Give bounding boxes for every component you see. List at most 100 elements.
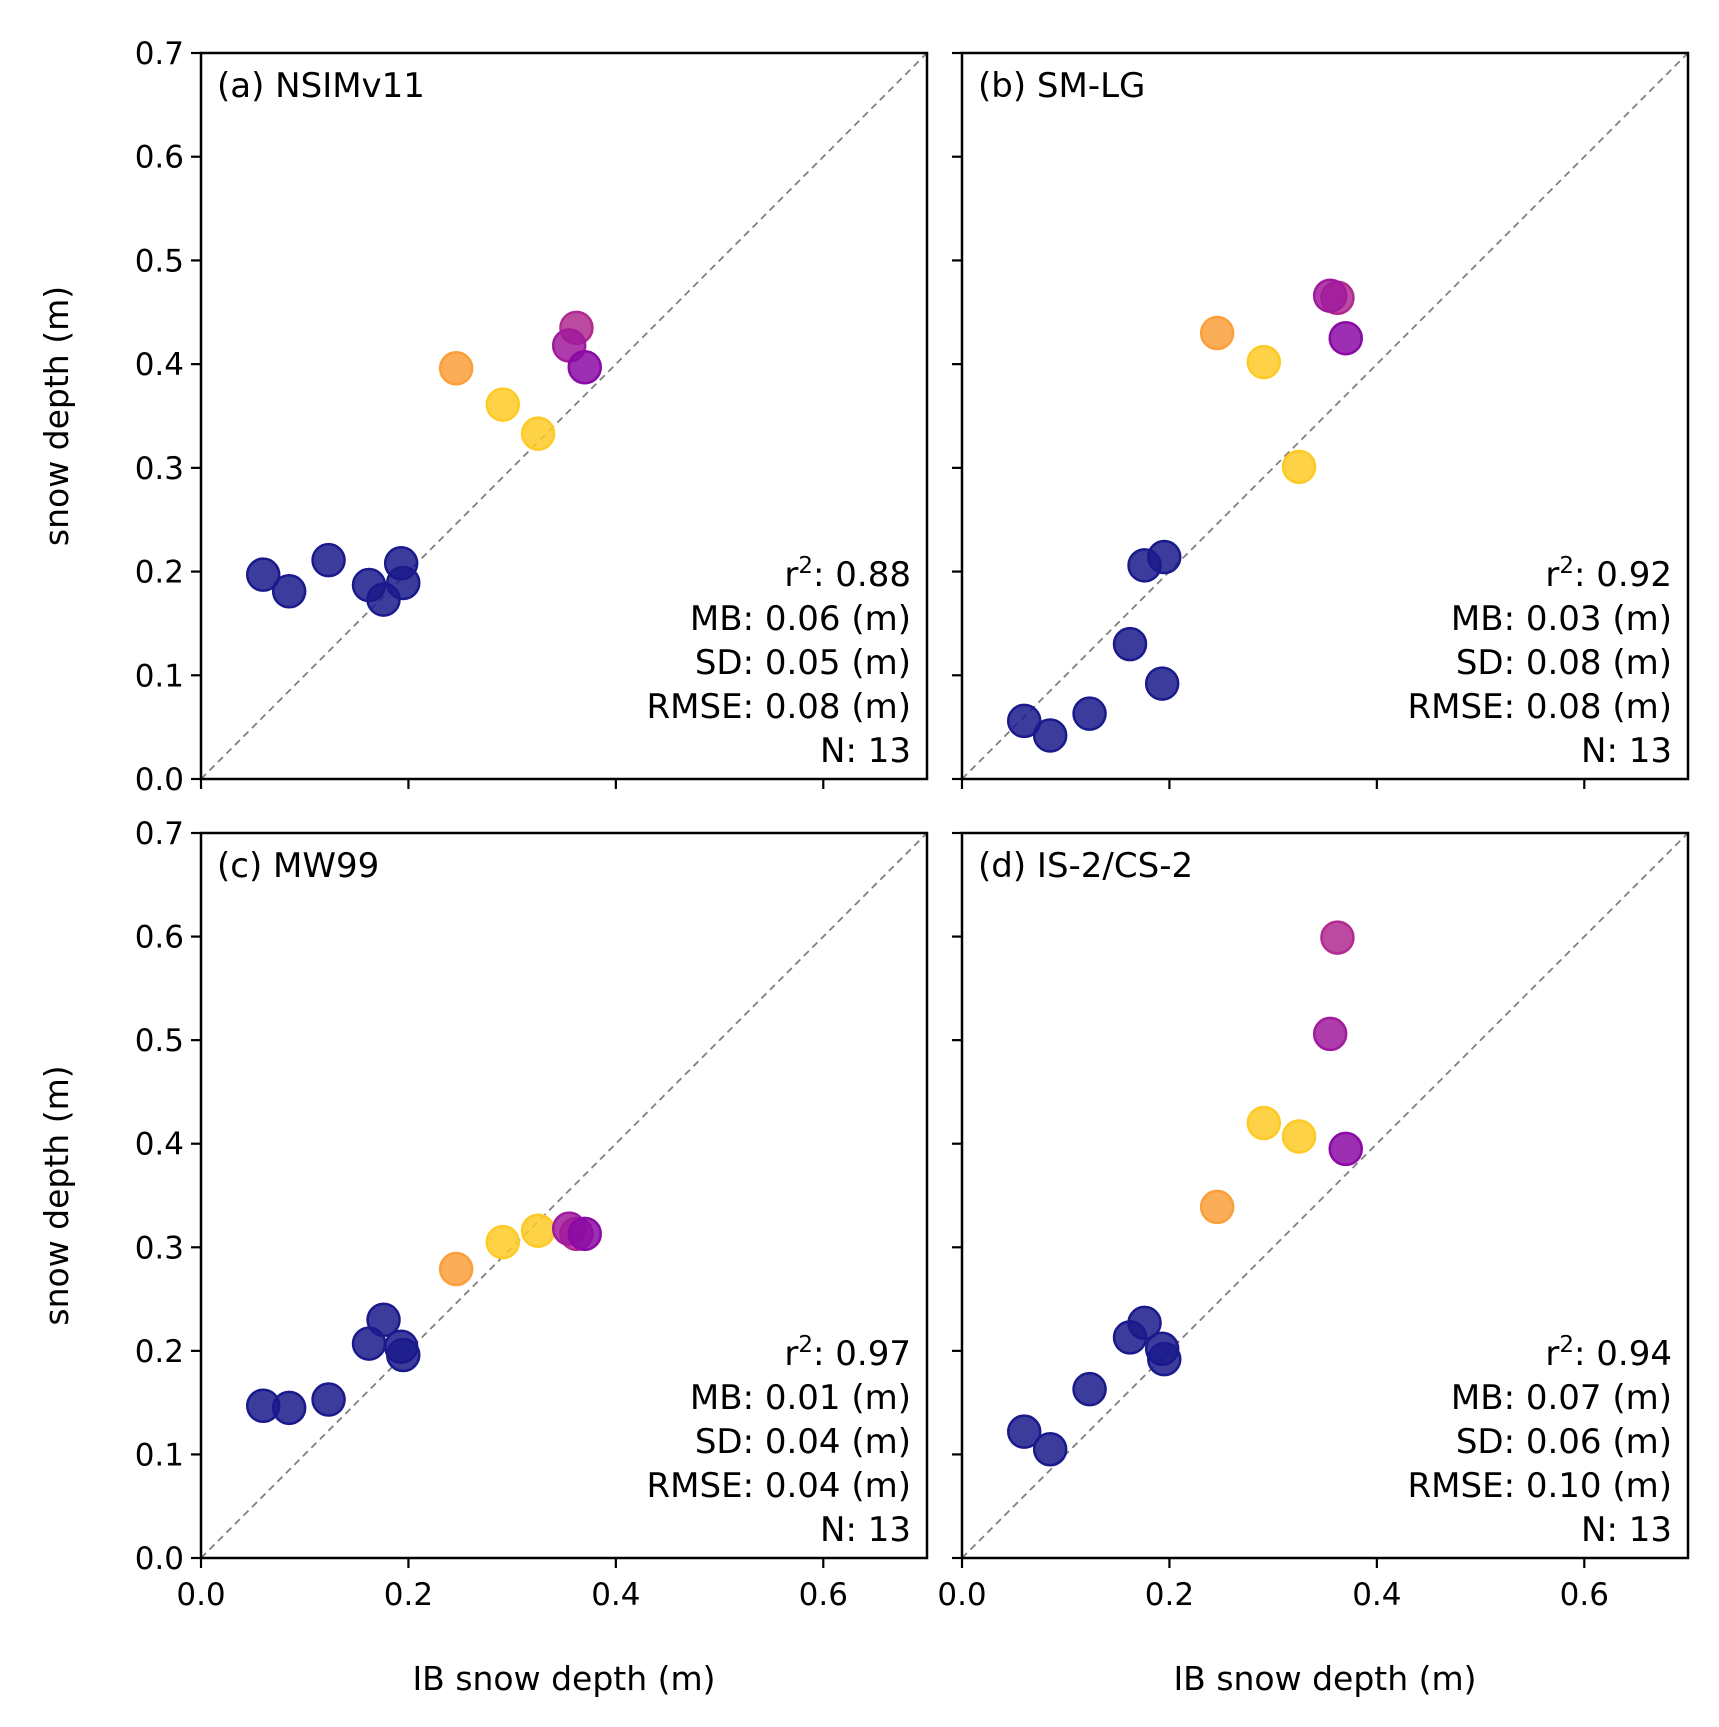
stat-line: RMSE: 0.08 (m) (647, 687, 911, 727)
panel-2: 0.0 0.2 0.4 0.6 0.0 0.1 0.2 0.3 0.4 0.5 0.6 0.7 (c) … (37, 816, 929, 1698)
x-tick-label: 0.0 (176, 1577, 225, 1613)
stat-line: MB: 0.01 (m) (690, 1378, 911, 1418)
stat-line: MB: 0.06 (m) (690, 599, 911, 639)
panel-label: (b) SM-LG (978, 66, 1145, 106)
stat-line: N: 13 (1581, 731, 1672, 771)
data-point (567, 350, 602, 385)
stat-line: SD: 0.04 (m) (695, 1422, 911, 1462)
x-tick-label: 0.2 (384, 1577, 433, 1613)
y-tick-label: 0.5 (135, 243, 184, 279)
one-to-one-line (201, 53, 927, 779)
data-point (366, 1302, 401, 1338)
data-point (1281, 1119, 1317, 1154)
one-to-one-line (201, 833, 927, 1558)
data-point (438, 1251, 474, 1287)
data-point (1032, 718, 1068, 753)
data-point (1112, 626, 1148, 662)
stat-line: RMSE: 0.04 (m) (647, 1466, 911, 1506)
stat-r2: r2: 0.88 (784, 553, 911, 595)
data-point (1312, 1016, 1348, 1052)
y-tick-label: 0.1 (135, 658, 184, 694)
panel-label: (d) IS-2/CS-2 (978, 846, 1193, 886)
y-tick-label: 0.0 (135, 1541, 184, 1577)
data-point (1328, 320, 1363, 356)
data-point (1328, 1131, 1363, 1167)
data-point (1246, 1105, 1282, 1141)
data-point (1320, 920, 1355, 955)
stat-line: N: 13 (820, 731, 911, 771)
data-point (1072, 1371, 1107, 1407)
one-to-one-line (962, 833, 1688, 1558)
x-axis-label: IB snow depth (m) (1173, 1659, 1476, 1698)
y-tick-label: 0.5 (135, 1023, 184, 1059)
stat-r2: r2: 0.94 (1545, 1332, 1672, 1374)
data-point (1146, 539, 1182, 575)
data-point (385, 1337, 421, 1373)
data-point (271, 574, 307, 609)
data-point (1199, 1189, 1235, 1225)
panel-0: 0.0 0.1 0.2 0.3 0.4 0.5 0.6 0.7 (a) NSIMv11 N: 13… (37, 36, 929, 798)
data-point (1072, 696, 1107, 731)
stat-line: RMSE: 0.10 (m) (1408, 1466, 1672, 1506)
data-point (385, 565, 421, 601)
x-tick-label: 0.2 (1145, 1577, 1194, 1613)
y-tick-label: 0.2 (135, 555, 184, 591)
data-point (271, 1390, 307, 1426)
data-point (485, 1224, 521, 1260)
data-point (1006, 703, 1042, 739)
x-tick-label: 0.6 (799, 1577, 848, 1613)
data-point (1246, 344, 1282, 380)
y-tick-label: 0.3 (135, 1230, 184, 1266)
stat-line: SD: 0.08 (m) (1456, 643, 1672, 683)
data-point (438, 351, 474, 386)
x-tick-label: 0.6 (1560, 1577, 1609, 1613)
axes-frame (199, 51, 929, 781)
data-point (1006, 1414, 1042, 1449)
y-tick-label: 0.4 (135, 1127, 184, 1163)
y-tick-label: 0.6 (135, 140, 184, 176)
x-tick-label: 0.4 (1352, 1577, 1401, 1613)
axes-frame (960, 831, 1690, 1560)
y-tick-label: 0.7 (135, 816, 184, 852)
data-point (245, 557, 281, 592)
data-point (567, 1216, 602, 1252)
y-axis-label: snow depth (m) (37, 1065, 76, 1325)
stat-line: RMSE: 0.08 (m) (1408, 687, 1672, 727)
stat-line: N: 13 (820, 1510, 911, 1550)
panel-label: (a) NSIMv11 (217, 66, 425, 106)
y-tick-label: 0.3 (135, 451, 184, 487)
data-point (1146, 1341, 1182, 1377)
stat-line: N: 13 (1581, 1510, 1672, 1550)
x-tick-label: 0.0 (937, 1577, 986, 1613)
axes-frame (960, 51, 1690, 781)
y-tick-label: 0.6 (135, 920, 184, 956)
data-point (520, 416, 556, 451)
stat-r2: r2: 0.97 (784, 1332, 911, 1374)
y-tick-label: 0.2 (135, 1334, 184, 1370)
one-to-one-line (962, 53, 1688, 779)
y-axis-label: snow depth (m) (37, 286, 76, 546)
data-point (1144, 666, 1180, 701)
y-tick-label: 0.0 (135, 762, 184, 798)
y-tick-label: 0.7 (135, 36, 184, 72)
stat-line: SD: 0.05 (m) (695, 643, 911, 683)
stat-line: MB: 0.03 (m) (1451, 599, 1672, 639)
data-point (520, 1213, 556, 1248)
data-point (1312, 278, 1348, 313)
stat-r2: r2: 0.92 (1545, 553, 1672, 595)
stat-line: MB: 0.07 (m) (1451, 1378, 1672, 1418)
y-tick-label: 0.1 (135, 1437, 184, 1473)
data-point (311, 1382, 346, 1417)
x-tick-label: 0.4 (591, 1577, 640, 1613)
data-point (1281, 449, 1317, 485)
axes-frame (199, 831, 929, 1560)
data-point (311, 542, 346, 578)
stat-line: SD: 0.06 (m) (1456, 1422, 1672, 1462)
panel-label: (c) MW99 (217, 846, 379, 886)
data-point (1127, 1305, 1162, 1341)
data-point (485, 387, 521, 422)
y-tick-label: 0.4 (135, 347, 184, 383)
